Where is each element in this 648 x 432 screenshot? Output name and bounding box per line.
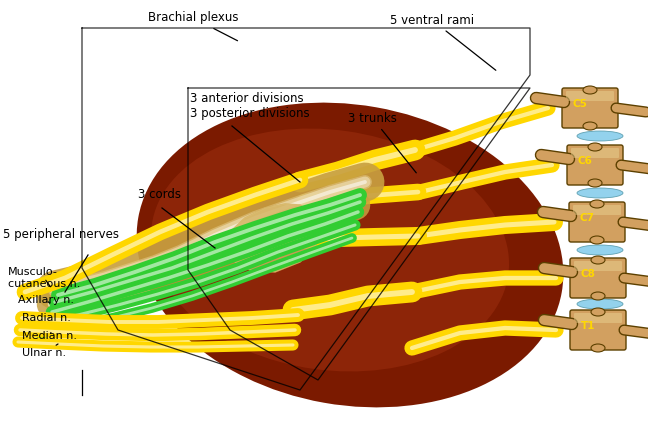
Text: Ulnar n.: Ulnar n. (22, 344, 66, 358)
Text: 3 trunks: 3 trunks (348, 111, 416, 173)
FancyBboxPatch shape (569, 202, 625, 242)
Text: C5: C5 (573, 99, 588, 109)
Ellipse shape (591, 308, 605, 316)
FancyBboxPatch shape (574, 261, 622, 271)
Text: Axillary n.: Axillary n. (18, 295, 74, 305)
Text: Radial n.: Radial n. (22, 313, 71, 323)
FancyBboxPatch shape (567, 145, 623, 185)
Text: Brachial plexus: Brachial plexus (148, 12, 238, 41)
Text: 5 ventral rami: 5 ventral rami (390, 13, 496, 70)
Text: 3 cords: 3 cords (138, 188, 181, 201)
FancyBboxPatch shape (570, 310, 626, 350)
FancyBboxPatch shape (566, 91, 614, 101)
Text: C8: C8 (581, 269, 596, 279)
Ellipse shape (583, 86, 597, 94)
Ellipse shape (591, 256, 605, 264)
Polygon shape (225, 204, 320, 272)
Ellipse shape (591, 292, 605, 300)
Ellipse shape (583, 122, 597, 130)
FancyBboxPatch shape (570, 258, 626, 298)
FancyBboxPatch shape (562, 88, 618, 128)
Ellipse shape (590, 200, 604, 208)
Polygon shape (225, 204, 320, 272)
Ellipse shape (577, 299, 623, 309)
Ellipse shape (151, 129, 509, 372)
Ellipse shape (588, 179, 602, 187)
Text: T1: T1 (581, 321, 596, 331)
Ellipse shape (577, 131, 623, 141)
Text: 3 anterior divisions
3 posterior divisions: 3 anterior divisions 3 posterior divisio… (190, 92, 310, 120)
Ellipse shape (137, 103, 563, 407)
Text: C6: C6 (577, 156, 592, 166)
Text: C7: C7 (579, 213, 594, 223)
Ellipse shape (577, 188, 623, 198)
Ellipse shape (591, 344, 605, 352)
Ellipse shape (577, 245, 623, 255)
Ellipse shape (590, 236, 604, 244)
Text: Musculo-
cutaneous n.: Musculo- cutaneous n. (8, 267, 80, 289)
Ellipse shape (588, 143, 602, 151)
FancyBboxPatch shape (574, 313, 622, 323)
Text: 5 peripheral nerves: 5 peripheral nerves (3, 228, 119, 241)
FancyBboxPatch shape (571, 148, 619, 158)
FancyBboxPatch shape (573, 205, 621, 215)
Text: Median n.: Median n. (22, 331, 77, 341)
